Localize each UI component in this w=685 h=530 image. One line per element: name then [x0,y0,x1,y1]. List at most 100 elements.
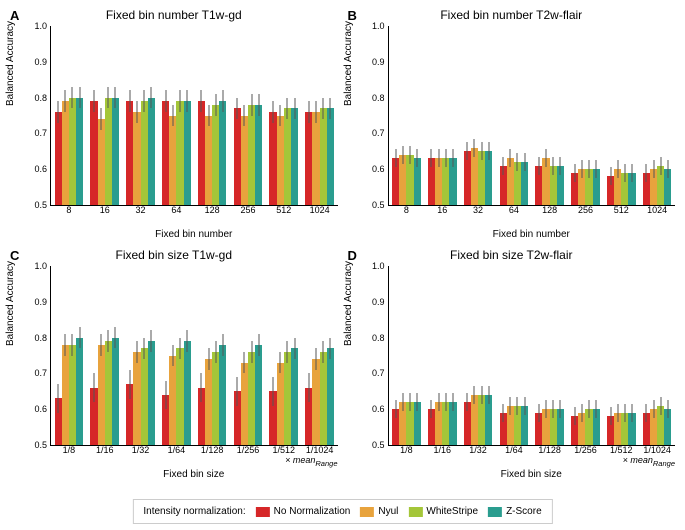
error-bar [546,400,547,418]
xtick: 32 [136,205,146,215]
error-bar [538,404,539,422]
bar [557,166,564,205]
ytick: 0.5 [372,440,385,450]
error-bar [445,393,446,411]
bar [133,112,140,205]
error-bar [208,105,209,127]
bar [184,341,191,445]
bar [650,169,657,205]
error-bar [667,160,668,178]
legend-swatch-3 [488,507,502,517]
panel-title: Fixed bin number T2w-flair [348,8,676,22]
bar [521,406,528,445]
error-bar [129,90,130,112]
error-bar [538,157,539,175]
xtick: 1024 [647,205,667,215]
bar [219,345,226,445]
bar [269,112,276,205]
bar [320,352,327,445]
xtick: 16 [437,205,447,215]
bar [657,406,664,445]
error-bar [667,400,668,418]
xlabel: Fixed bin number [50,229,338,240]
error-bar [308,373,309,402]
bar [442,158,449,205]
error-bar [617,160,618,178]
bar [198,101,205,205]
bar [578,413,585,445]
xtick: 1/8 [63,445,76,455]
bar [428,409,435,445]
bar [205,359,212,445]
bar [435,402,442,445]
error-bar [481,386,482,404]
bar [621,173,628,205]
bar [464,151,471,205]
bar [414,402,421,445]
error-bar [581,404,582,422]
error-bar [431,400,432,418]
error-bar [417,149,418,167]
error-bar [438,393,439,411]
bar [291,348,298,445]
bar [650,409,657,445]
error-bar [136,101,137,123]
xtick: 1/1024 [306,445,334,455]
error-bar [237,98,238,120]
ytick: 0.9 [34,57,47,67]
bar [320,108,327,205]
bar [234,108,241,205]
xannot: × meanRange [285,455,337,468]
error-bar [258,94,259,116]
bar [535,166,542,205]
legend-title: Intensity normalization: [143,506,245,517]
xtick: 512 [276,205,291,215]
bar [478,395,485,445]
error-bar [553,157,554,175]
bar [607,416,614,445]
xtick: 1/256 [574,445,597,455]
error-bar [101,108,102,130]
ylabel: Balanced Accuracy [343,21,354,106]
error-bar [395,149,396,167]
plot-area: 0.50.60.70.80.91.081632641282565121024 [50,26,338,206]
error-bar [115,327,116,349]
error-bar [323,341,324,363]
error-bar [222,334,223,356]
error-bar [136,341,137,363]
error-bar [596,400,597,418]
xtick: 1/16 [433,445,451,455]
bar [399,155,406,205]
error-bar [179,338,180,360]
error-bar [280,352,281,374]
bar [550,409,557,445]
error-bar [244,352,245,374]
error-bar [258,334,259,356]
error-bar [417,393,418,411]
ylabel: Balanced Accuracy [343,261,354,346]
bar [248,105,255,205]
bar [241,116,248,206]
xlabel: Fixed bin number [388,229,676,240]
xtick: 1/1024 [643,445,671,455]
error-bar [474,139,475,157]
bar [585,169,592,205]
error-bar [503,157,504,175]
bar [500,413,507,445]
error-bar [467,393,468,411]
error-bar [524,397,525,415]
error-bar [273,101,274,123]
panel-title: Fixed bin number T1w-gd [10,8,338,22]
bar [169,356,176,446]
error-bar [165,381,166,410]
xtick: 1/8 [400,445,413,455]
xtick: 1/128 [201,445,224,455]
bar [241,363,248,445]
plot-area: 0.50.60.70.80.91.01/81/161/321/641/1281/… [50,266,338,446]
error-bar [624,164,625,182]
plot-area: 0.50.60.70.80.91.081632641282565121024 [388,26,676,206]
ytick: 0.8 [34,93,47,103]
error-bar [624,404,625,422]
error-bar [546,149,547,167]
xannot: × meanRange [623,455,675,468]
